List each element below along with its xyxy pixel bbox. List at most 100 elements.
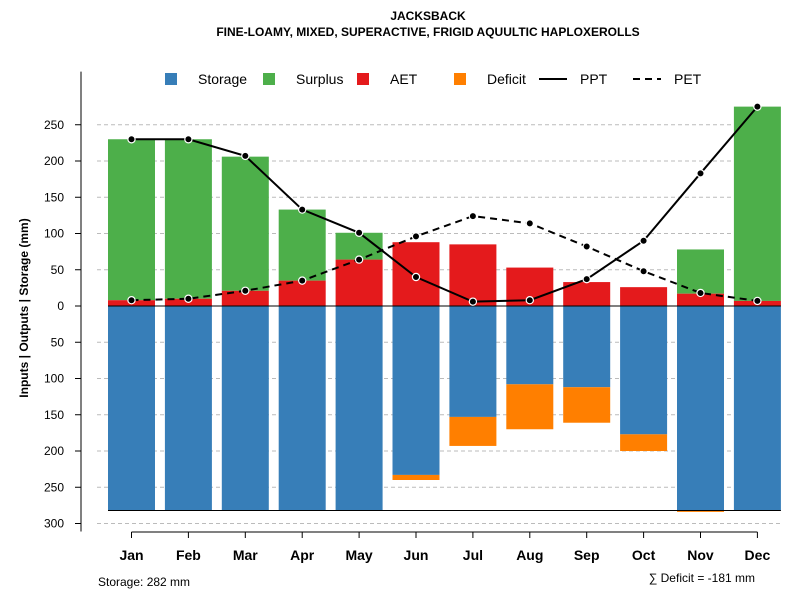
storage-bar-oct — [620, 306, 668, 435]
deficit-note: ∑ Deficit = -181 mm — [649, 571, 755, 585]
ppt-point-jan — [127, 135, 136, 144]
x-tick-label-jun: Jun — [404, 547, 429, 563]
x-tick-label-dec: Dec — [745, 547, 771, 563]
aet-bar-nov — [677, 293, 724, 306]
storage-bar-nov — [677, 306, 724, 511]
ppt-point-jun — [411, 272, 421, 282]
ppt-point-apr — [298, 205, 307, 214]
y-axis-label: Inputs | Outputs | Storage (mm) — [17, 218, 31, 397]
y-tick-label: 300 — [44, 517, 64, 531]
storage-bar-dec — [733, 306, 781, 511]
y-tick-label: 50 — [51, 263, 65, 277]
surplus-bar-jan — [108, 139, 155, 301]
ppt-point-mar — [241, 151, 250, 161]
legend-label-storage: Storage — [198, 71, 247, 87]
y-tick-label: 200 — [44, 444, 64, 458]
legend: Storage Surplus AET Deficit PPT PET — [165, 71, 702, 87]
pet-point-sep — [582, 242, 591, 251]
y-tick-label: 250 — [44, 118, 64, 132]
legend-label-surplus: Surplus — [296, 71, 343, 87]
deficit-bar-aug — [506, 384, 554, 430]
legend-swatch-aet — [357, 73, 369, 85]
pet-point-jan — [127, 296, 136, 305]
deficit-bar-oct — [620, 434, 668, 451]
y-tick-label: 150 — [44, 408, 64, 422]
lines — [127, 102, 762, 306]
storage-bar-sep — [563, 306, 611, 388]
surplus-bar-feb — [164, 139, 212, 299]
deficit-bar-sep — [563, 387, 611, 423]
ppt-point-may — [354, 228, 364, 237]
storage-bar-aug — [506, 306, 554, 385]
y-tick-label: 100 — [44, 372, 64, 386]
x-tick-label-oct: Oct — [632, 547, 656, 563]
surplus-bar-apr — [278, 209, 326, 281]
ppt-point-sep — [582, 274, 591, 284]
storage-bar-jun — [392, 306, 440, 475]
ppt-point-feb — [184, 135, 193, 144]
aet-bar-mar — [221, 290, 269, 306]
legend-label-deficit: Deficit — [487, 71, 526, 87]
aet-bar-sep — [563, 282, 611, 306]
ppt-point-jul — [468, 297, 478, 306]
legend-swatch-surplus — [263, 73, 275, 85]
y-tick-label: 250 — [44, 480, 64, 494]
surplus-bar-dec — [733, 106, 781, 301]
axes: 250 200 150 100 50 0 50 100 150 200 250 300 Jan Feb Ma… — [44, 71, 771, 563]
ppt-point-dec — [753, 102, 762, 111]
storage-note: Storage: 282 mm — [98, 575, 190, 589]
legend-label-pet: PET — [674, 71, 702, 87]
storage-bar-apr — [278, 306, 326, 511]
surplus-bar-mar — [221, 156, 269, 291]
pet-point-jul — [468, 211, 478, 221]
x-tick-label-jul: Jul — [463, 547, 483, 563]
pet-point-dec — [753, 296, 762, 306]
bars — [108, 106, 781, 512]
y-tick-label: 50 — [51, 335, 65, 349]
pet-point-may — [354, 255, 364, 264]
storage-bar-mar — [221, 306, 269, 511]
ppt-line — [131, 105, 759, 303]
aet-bar-apr — [278, 280, 326, 306]
deficit-bar-nov — [677, 510, 724, 512]
pet-point-feb — [184, 294, 193, 303]
y-tick-label: 0 — [57, 299, 64, 313]
pet-point-mar — [241, 286, 250, 295]
legend-label-ppt: PPT — [580, 71, 608, 87]
pet-line — [131, 215, 758, 302]
pet-point-oct — [639, 267, 648, 276]
chart-subtitle: FINE-LOAMY, MIXED, SUPERACTIVE, FRIGID A… — [216, 25, 639, 39]
y-tick-label: 200 — [44, 154, 64, 168]
storage-bar-jan — [108, 306, 155, 511]
x-tick-label-apr: Apr — [290, 547, 315, 563]
legend-swatch-deficit — [454, 73, 466, 85]
x-tick-label-feb: Feb — [176, 547, 201, 563]
pet-point-aug — [525, 219, 535, 228]
x-tick-label-jan: Jan — [119, 547, 143, 563]
x-tick-label-aug: Aug — [516, 547, 543, 563]
aet-bar-may — [335, 259, 383, 306]
deficit-bar-jul — [449, 416, 497, 446]
ppt-point-oct — [639, 236, 648, 245]
storage-bar-feb — [164, 306, 212, 511]
aet-bar-oct — [620, 287, 668, 306]
deficit-bar-jun — [392, 474, 440, 480]
legend-label-aet: AET — [390, 71, 418, 87]
x-tick-label-may: May — [345, 547, 372, 563]
aet-bar-jul — [449, 244, 497, 306]
chart-title: JACKSBACK — [390, 9, 466, 23]
x-tick-label-mar: Mar — [233, 547, 258, 563]
pet-point-nov — [696, 288, 705, 298]
ppt-point-aug — [525, 296, 535, 305]
y-tick-label: 150 — [44, 190, 64, 204]
pet-point-apr — [298, 276, 307, 285]
pet-point-jun — [411, 232, 421, 241]
ppt-point-nov — [696, 169, 705, 178]
y-tick-label: 100 — [44, 227, 64, 241]
x-tick-label-sep: Sep — [574, 547, 600, 563]
storage-bar-jul — [449, 306, 497, 417]
x-tick-label-nov: Nov — [687, 547, 714, 563]
storage-bar-may — [335, 306, 383, 511]
legend-swatch-storage — [165, 73, 177, 85]
